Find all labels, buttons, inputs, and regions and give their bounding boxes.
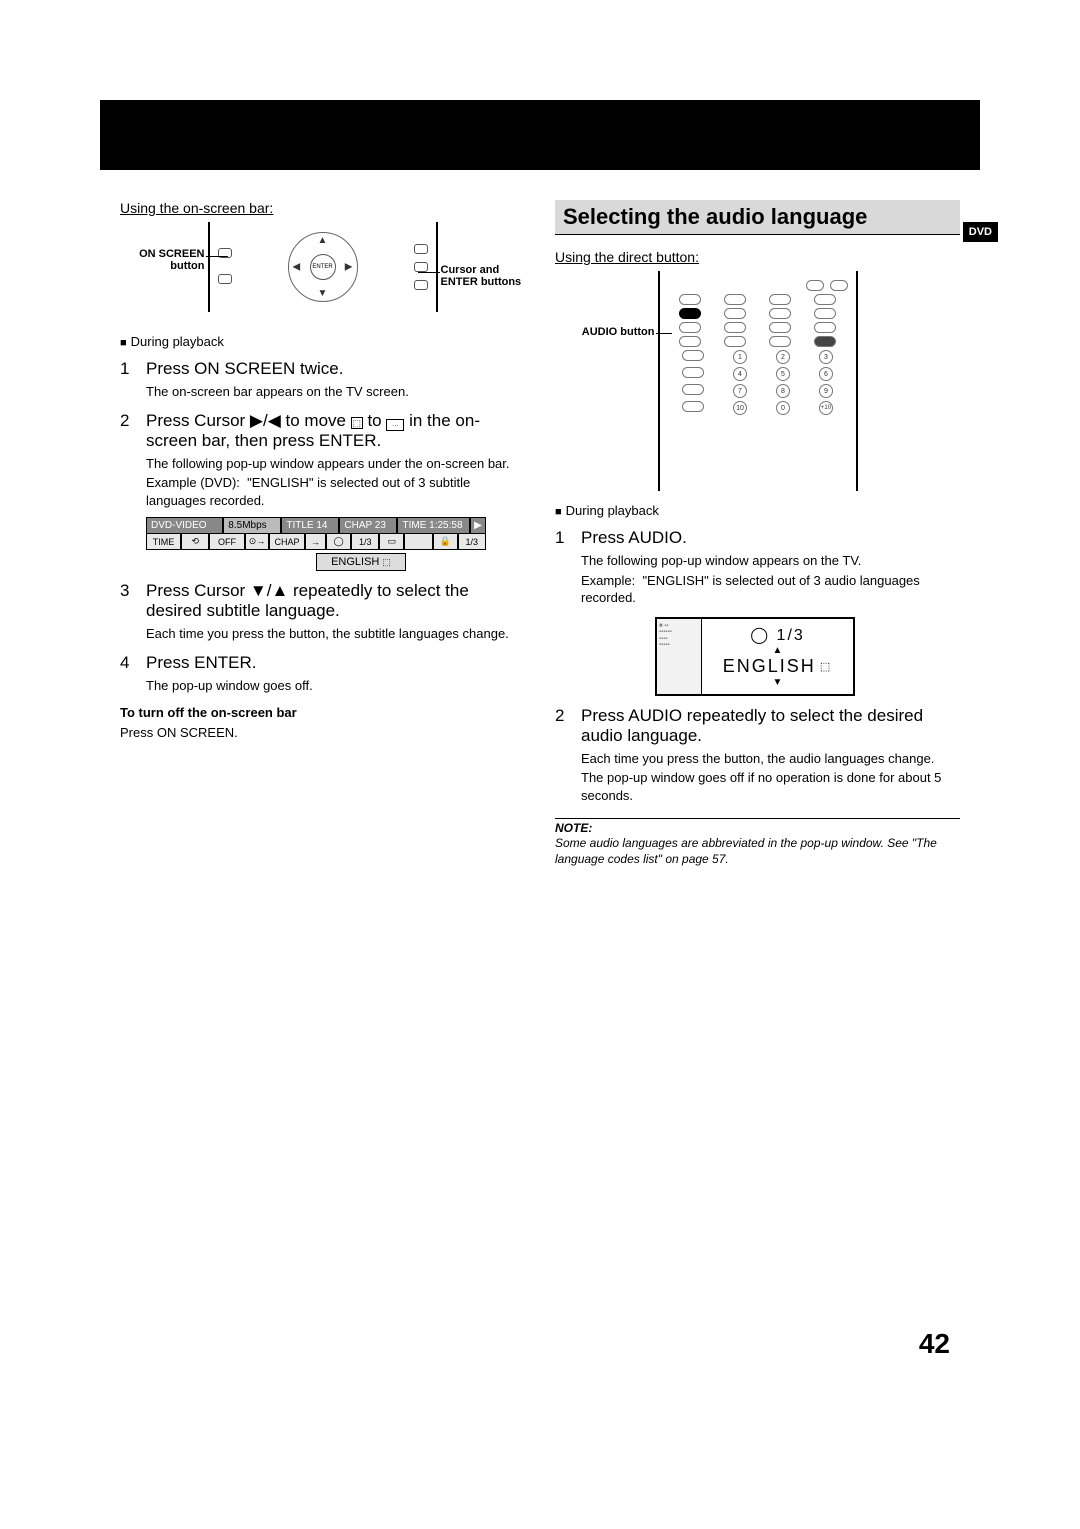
note-body: Some audio languages are abbreviated in … [555, 835, 960, 867]
audio-popup: ■ ▪▪▪▪▪▪▪▪▪▪▪▪▪▪▪▪▪ ◯ 1/3 ▲ ENGLISH⬚ ▼ [655, 617, 855, 696]
audio-button-highlight [679, 308, 701, 319]
step1-body1-right: The following pop-up window appears on t… [581, 552, 960, 570]
step1-body-left: The on-screen bar appears on the TV scre… [146, 383, 525, 401]
step2-body2-left: Example (DVD): "ENGLISH" is selected out… [146, 474, 525, 509]
step1-body2-right: Example: "ENGLISH" is selected out of 3 … [581, 572, 960, 607]
during-playback-left: During playback [120, 334, 525, 349]
step2-body1-right: Each time you press the button, the audi… [581, 750, 960, 768]
right-column: Selecting the audio language DVD Using t… [555, 200, 960, 868]
step2-body2-right: The pop-up window goes off if no operati… [581, 769, 960, 804]
step-3-left: 3 Press Cursor ▼/▲ repeatedly to select … [120, 581, 525, 621]
step-2-left: 2 Press Cursor ▶/◀ to move ⬚ to … in the… [120, 411, 525, 451]
step2-body1-left: The following pop-up window appears unde… [146, 455, 525, 473]
step-1-left: 1 Press ON SCREEN twice. [120, 359, 525, 379]
note-header: NOTE: [555, 821, 960, 835]
on-screen-bar-diagram: DVD-VIDEO 8.5Mbps TITLE 14 CHAP 23 TIME … [146, 517, 486, 571]
audio-popup-lang: ENGLISH⬚ [723, 656, 832, 677]
audio-button-label: AUDIO button [555, 326, 655, 338]
dpad: ▲ ▼ ◀ ▶ ENTER [288, 232, 358, 302]
osd-popup: ENGLISH ⬚ [316, 553, 406, 571]
onscreen-button-label: ON SCREEN button [115, 248, 205, 272]
note-block: NOTE: Some audio languages are abbreviat… [555, 818, 960, 867]
right-intro: Using the direct button: [555, 249, 960, 265]
audio-popup-left: ■ ▪▪▪▪▪▪▪▪▪▪▪▪▪▪▪▪▪ [657, 619, 702, 694]
remote-dpad-diagram: ▲ ▼ ◀ ▶ ENTER ON SCREEN button Cursor an… [208, 222, 438, 312]
turnoff-body: Press ON SCREEN. [120, 724, 525, 742]
step-2-right: 2 Press AUDIO repeatedly to select the d… [555, 706, 960, 746]
cursor-enter-label: Cursor and ENTER buttons [441, 264, 536, 288]
page-number: 42 [919, 1328, 950, 1360]
during-playback-right: During playback [555, 503, 960, 518]
remote-full-diagram: 123 456 789 100+10 AUDIO button [658, 271, 858, 491]
dvd-tab: DVD [963, 222, 998, 242]
step4-body-left: The pop-up window goes off. [146, 677, 525, 695]
turnoff-hdr: To turn off the on-screen bar [120, 704, 525, 722]
section-title: Selecting the audio language [555, 200, 960, 235]
step-1-right: 1 Press AUDIO. [555, 528, 960, 548]
left-intro: Using the on-screen bar: [120, 200, 525, 216]
step-4-left: 4 Press ENTER. [120, 653, 525, 673]
header-band [100, 100, 980, 170]
left-column: Using the on-screen bar: ▲ ▼ ◀ ▶ ENTER [120, 200, 525, 868]
enter-center: ENTER [310, 254, 336, 280]
step3-body-left: Each time you press the button, the subt… [146, 625, 525, 643]
audio-popup-frac: ◯ 1/3 [750, 625, 805, 645]
